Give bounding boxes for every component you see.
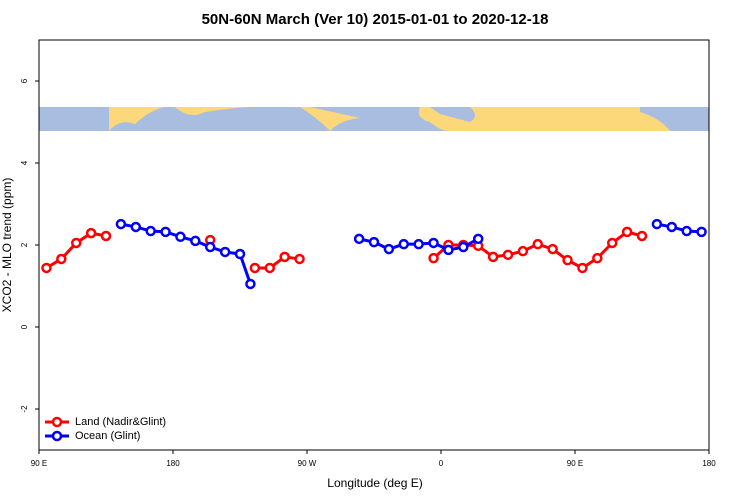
- point: [681, 225, 692, 237]
- x-tick-label: 180: [702, 459, 716, 468]
- point: [85, 227, 97, 239]
- point: [532, 238, 544, 250]
- point: [398, 238, 410, 250]
- point: [279, 251, 290, 263]
- point: [245, 278, 256, 290]
- point: [175, 231, 186, 243]
- x-axis-label: Longitude (deg E): [327, 476, 422, 490]
- point: [577, 262, 588, 274]
- y-tick-label: 0: [20, 324, 29, 329]
- x-tick-label: 180: [166, 459, 180, 468]
- point: [502, 249, 514, 261]
- point: [383, 243, 395, 255]
- point: [115, 218, 127, 230]
- x-tick-label: 90 W: [298, 459, 317, 468]
- point: [651, 218, 663, 230]
- point: [458, 241, 469, 253]
- point: [413, 238, 424, 250]
- chart-title: 50N-60N March (Ver 10) 2015-01-01 to 202…: [202, 11, 549, 28]
- series-line: [120, 222, 702, 285]
- point: [130, 221, 142, 233]
- point: [636, 230, 648, 242]
- legend-label: Ocean (Glint): [75, 430, 140, 442]
- map-band: [39, 107, 709, 131]
- point: [368, 236, 380, 248]
- point: [70, 237, 82, 249]
- legend-marker: [51, 416, 63, 428]
- point: [264, 262, 276, 274]
- point: [428, 237, 439, 249]
- point: [219, 246, 231, 258]
- point: [204, 241, 216, 253]
- point: [249, 262, 261, 274]
- point: [472, 233, 484, 245]
- point: [606, 237, 618, 249]
- point: [100, 230, 112, 242]
- point: [592, 252, 603, 264]
- point: [353, 233, 365, 245]
- x-tick-label: 90 E: [567, 459, 583, 468]
- point: [41, 262, 52, 274]
- point: [487, 251, 499, 263]
- y-tick-label: 6: [20, 78, 29, 83]
- point: [234, 248, 246, 260]
- point: [562, 254, 573, 266]
- point: [294, 253, 305, 265]
- point: [547, 243, 558, 255]
- point: [190, 235, 201, 247]
- point: [666, 221, 678, 233]
- y-tick-label: 2: [20, 242, 29, 247]
- point: [160, 226, 171, 238]
- point: [621, 226, 633, 238]
- y-axis-label: XCO2 - MLO trend (ppm): [0, 178, 14, 313]
- y-tick-label: -2: [20, 405, 29, 413]
- legend-marker: [51, 430, 63, 442]
- point: [696, 226, 707, 238]
- point: [428, 252, 439, 264]
- x-tick-label: 0: [439, 459, 444, 468]
- point: [443, 244, 454, 256]
- legend-label: Land (Nadir&Glint): [75, 416, 166, 428]
- point: [145, 225, 156, 237]
- x-tick-label: 90 E: [31, 459, 47, 468]
- y-tick-label: 4: [20, 160, 29, 165]
- point: [56, 253, 67, 265]
- point: [517, 245, 529, 257]
